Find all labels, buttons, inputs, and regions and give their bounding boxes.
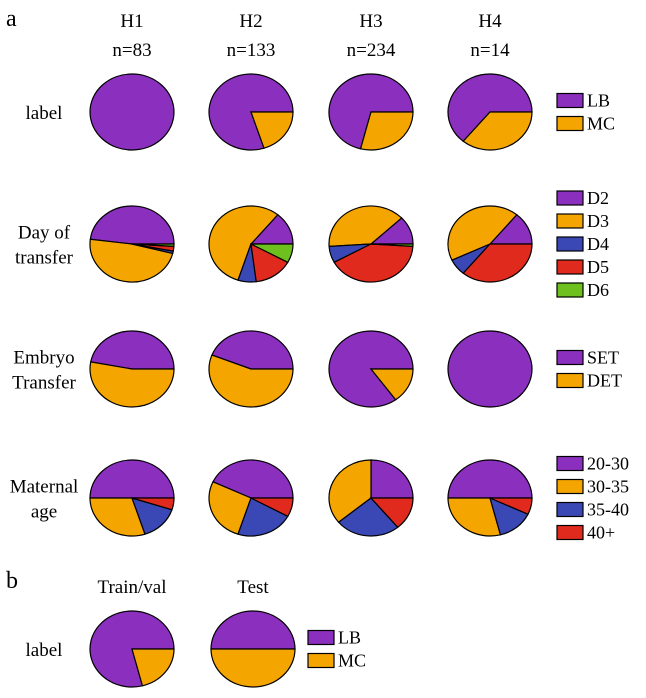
- row-day-of-transfer-pie-h4-slice-d5: [462, 243, 533, 283]
- row-embryo-transfer-legend-label-set: SET: [587, 348, 619, 368]
- panel-b: Train/val Test label LB MC: [26, 577, 366, 688]
- row-day-of-transfer-legend-label-d3: D3: [587, 211, 609, 231]
- row-maternal-age-legend-swatch-35-40: [556, 501, 584, 518]
- row-embryo-transfer-legend-swatch-det: [556, 372, 584, 389]
- panel-b-row-label-pie-test-slice-mc: [210, 648, 296, 688]
- row-maternal-age-pie-h3-slice-35-40: [337, 497, 399, 537]
- column-n-h4: n=14: [470, 40, 510, 61]
- row-day-of-transfer-pie-h1-slice-d3: [89, 238, 174, 283]
- row-embryo-transfer-pie-h3-slice-det: [369, 368, 414, 401]
- row-embryo-transfer-legend-label-det: DET: [587, 371, 622, 391]
- row-day-of-transfer-legend-label-d2: D2: [587, 188, 609, 208]
- row-day-of-transfer-legend-swatch-d6: [556, 282, 584, 298]
- row-day-of-transfer-legend-label-d6: D6: [587, 280, 609, 300]
- row-label-label: label: [26, 103, 63, 124]
- row-maternal-age-pie-h4-slice-40: [489, 497, 533, 515]
- panel-b-row-label-label: label: [26, 640, 63, 661]
- panel-b-row-label-legend-label-mc: MC: [338, 651, 366, 671]
- panel-a: H1 n=83 H2 n=133 H3 n=234 H4 n=14 label LB MC Day o…: [10, 11, 629, 543]
- row-maternal-age-pie-h2-slice-20-30: [212, 459, 294, 499]
- row-maternal-age-legend-label-35-40: 35-40: [587, 500, 629, 520]
- row-day-of-transfer-legend-label-d4: D4: [587, 234, 609, 254]
- column-n-h2: n=133: [227, 40, 276, 61]
- row-embryo-transfer-pie-h2-slice-det: [208, 354, 294, 408]
- row-day-of-transfer-legend-swatch-d5: [556, 259, 584, 275]
- row-maternal-age-label-line-1: Maternal: [10, 477, 79, 498]
- row-day-of-transfer-pie-h2-slice-d6: [250, 243, 294, 264]
- column-title-test: Test: [237, 577, 269, 598]
- row-maternal-age-pie-h3-slice-30-35: [328, 459, 372, 524]
- row-maternal-age-legend-swatch-30-35: [556, 478, 584, 495]
- row-label-pie-h2-slice-mc: [250, 111, 294, 149]
- row-maternal-age-pie-h4-slice-30-35: [447, 497, 502, 537]
- row-maternal-age-legend-label-40: 40+: [587, 523, 615, 543]
- panel-label-a: a: [6, 6, 17, 32]
- column-n-h3: n=234: [347, 40, 396, 61]
- row-label-pie-h3-slice-mc: [359, 111, 414, 151]
- row-day-of-transfer-legend-label-d5: D5: [587, 257, 609, 277]
- row-embryo-transfer-label-line-2: Transfer: [12, 373, 76, 394]
- row-embryo-transfer-pie-h1-slice-set: [90, 330, 175, 370]
- row-day-of-transfer-pie-h3-slice-d5: [333, 243, 414, 283]
- row-maternal-age-pie-h1-slice-40: [131, 497, 175, 511]
- row-maternal-age-label-line-2: age: [31, 502, 57, 523]
- panel-b-row-label-legend-label-lb: LB: [338, 628, 361, 648]
- column-title-h4: H4: [478, 11, 502, 32]
- row-maternal-age-pie-h2-slice-30-35: [208, 481, 252, 535]
- row-maternal-age-legend-swatch-40: [556, 524, 584, 541]
- row-label-pie-h4-slice-lb: [447, 73, 533, 143]
- column-title-h1: H1: [120, 11, 143, 32]
- row-day-of-transfer-label-line-1: Day of: [18, 223, 71, 244]
- row-day-of-transfer-pie-h2-slice-d3: [208, 205, 279, 281]
- row-maternal-age-pie-h2-slice-40: [250, 497, 294, 518]
- row-embryo-transfer-pie-h3-slice-set: [328, 330, 414, 408]
- panel-label-b: b: [6, 568, 18, 594]
- row-maternal-age-pie-h1-slice-30-35: [89, 497, 146, 537]
- row-day-of-transfer-pie-h1-slice-d6: [131, 243, 175, 248]
- row-maternal-age-pie-h1-slice-20-30: [89, 459, 175, 499]
- row-day-of-transfer-label-line-2: transfer: [15, 248, 74, 269]
- row-embryo-transfer-pie-h4-slice-set: [447, 330, 533, 408]
- column-title-h2: H2: [239, 11, 262, 32]
- row-embryo-transfer-label-line-1: Embryo: [13, 348, 74, 369]
- row-label-pie-h4-slice-mc: [462, 111, 533, 151]
- row-day-of-transfer-pie-h1-slice-d2: [89, 205, 175, 245]
- column-title-h3: H3: [359, 11, 382, 32]
- panel-b-row-label-pie-train-val-slice-mc: [131, 648, 175, 687]
- column-title-train-val: Train/val: [98, 577, 167, 598]
- row-embryo-transfer-pie-h2-slice-set: [211, 330, 294, 370]
- panel-b-row-label-pie-train-val-slice-lb: [89, 610, 175, 688]
- row-label-pie-h1-slice-lb: [89, 73, 175, 151]
- row-maternal-age-pie-h3-slice-40: [369, 497, 414, 529]
- row-day-of-transfer-legend-swatch-d2: [556, 190, 584, 206]
- panel-b-row-label-pie-test-slice-lb: [210, 610, 296, 650]
- panel-b-row-label-legend-swatch-lb: [307, 629, 335, 646]
- row-maternal-age-pie-h2-slice-35-40: [237, 497, 289, 537]
- row-label-legend-swatch-lb: [556, 92, 584, 109]
- row-day-of-transfer-pie-h3-slice-d6: [370, 243, 414, 248]
- row-embryo-transfer-pie-h1-slice-det: [89, 361, 175, 408]
- row-label-legend-label-mc: MC: [587, 114, 615, 134]
- row-maternal-age-legend-label-20-30: 20-30: [587, 454, 629, 474]
- panel-b-row-label-legend-swatch-mc: [307, 652, 335, 669]
- row-day-of-transfer-pie-h4-slice-d3: [447, 205, 518, 261]
- column-n-h1: n=83: [112, 40, 151, 61]
- row-day-of-transfer-pie-h3-slice-d3: [328, 205, 403, 248]
- row-label-legend-swatch-mc: [556, 115, 584, 132]
- row-maternal-age-pie-h4-slice-20-30: [447, 459, 533, 499]
- row-day-of-transfer-legend-swatch-d4: [556, 236, 584, 252]
- row-maternal-age-legend-swatch-20-30: [556, 455, 584, 472]
- row-label-legend-label-lb: LB: [587, 91, 610, 111]
- row-day-of-transfer-legend-swatch-d3: [556, 213, 584, 229]
- row-embryo-transfer-legend-swatch-set: [556, 349, 584, 366]
- row-maternal-age-legend-label-30-35: 30-35: [587, 477, 629, 497]
- row-maternal-age-pie-h3-slice-20-30: [370, 459, 414, 499]
